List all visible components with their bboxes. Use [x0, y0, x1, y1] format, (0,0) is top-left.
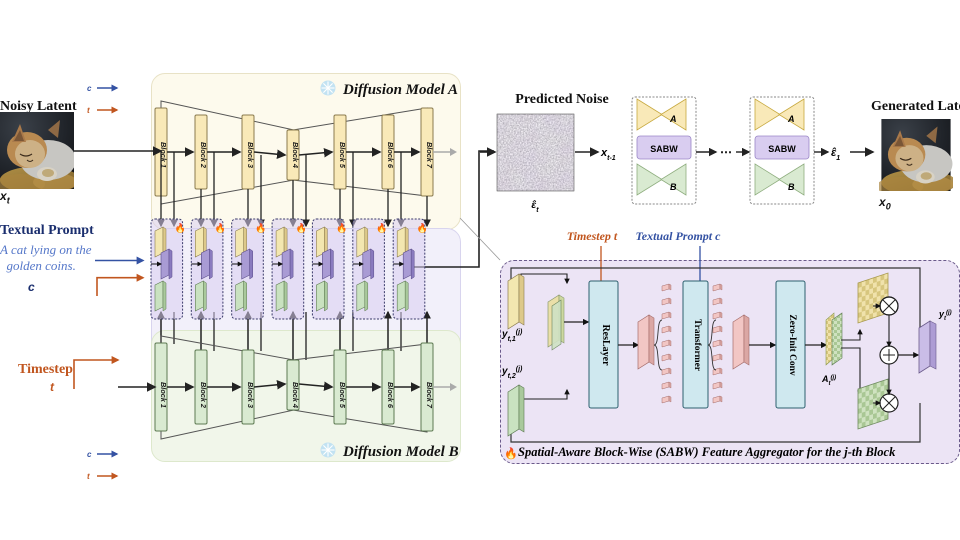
svg-text:🔥: 🔥 [417, 222, 428, 233]
svg-text:🔥: 🔥 [296, 222, 307, 233]
svg-text:🔥: 🔥 [336, 222, 347, 233]
svg-text:🔥: 🔥 [376, 222, 387, 233]
svg-text:🔥: 🔥 [175, 222, 186, 233]
svg-text:🔥: 🔥 [215, 222, 226, 233]
svg-text:🔥: 🔥 [255, 222, 266, 233]
